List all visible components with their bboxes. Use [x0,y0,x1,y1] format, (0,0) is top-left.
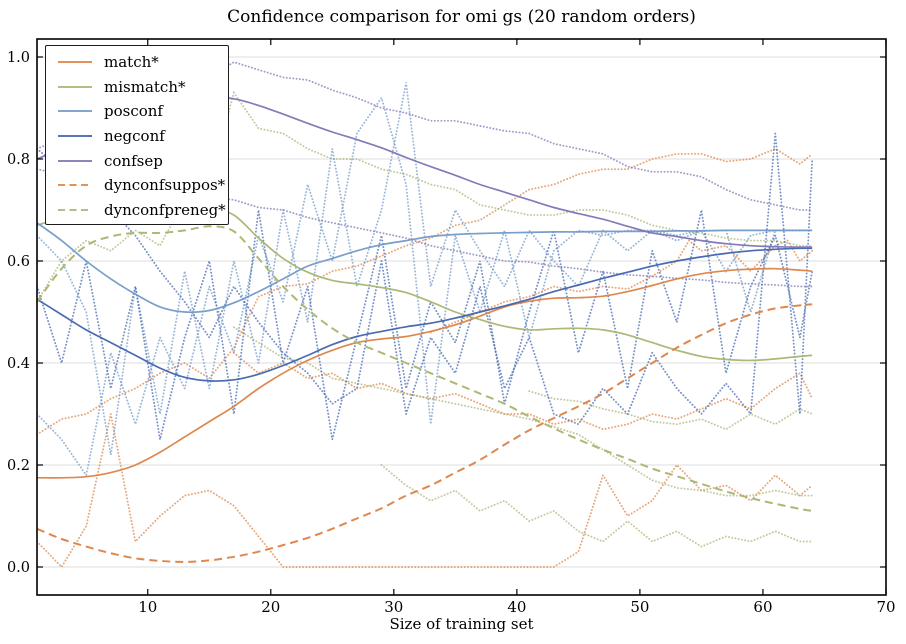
x-tick-label-20: 20 [261,598,280,616]
series-match-run-midlow [232,351,814,431]
legend-label-mismatch: mismatch* [104,77,186,96]
y-tick-label-0.2: 0.2 [7,458,30,474]
x-tick-label-70: 70 [876,598,895,616]
y-tick-label-0.4: 0.4 [7,356,30,372]
y-tick-label-0.6: 0.6 [7,254,30,270]
legend-label-negconf: negconf [104,127,165,146]
series-mismatch-run-mid [232,326,814,497]
legend-item-mismatch: mismatch* [46,75,228,100]
series-match [37,267,813,479]
x-tick-label-10: 10 [138,598,157,616]
x-tick-label-40: 40 [507,598,526,616]
legend-item-dynconfpreneg: dynconfpreneg* [46,198,228,223]
legend-swatch-match [58,61,92,64]
x-axis-label: Size of training set [389,615,534,633]
legend-swatch-dynconfpreneg [58,208,92,211]
series-match-run-high [37,147,814,436]
series-dynconfsuppos [37,303,813,563]
plot-border [36,38,887,596]
x-tick-label-50: 50 [630,598,649,616]
legend-item-dynconfsuppos: dynconfsuppos* [46,173,228,198]
series-group [37,61,814,569]
y-tick-label-0.0: 0.0 [7,560,30,576]
legend-item-negconf: negconf [46,124,228,149]
series-match-run-mid [429,239,814,334]
y-tick-label-0.8: 0.8 [7,152,30,168]
legend: match* mismatch* posconf negconf confsep dync… [45,45,229,225]
series-posconf [37,222,813,314]
legend-label-dynconfsuppos: dynconfsuppos* [104,176,226,195]
x-tick-label-30: 30 [384,598,403,616]
series-dynconfpreneg [37,225,813,512]
series-negconf [37,247,813,382]
axis-ticks: 10 20 30 40 50 60 70 0.0 0.2 0.4 0.6 0.8 1.0 [7,39,896,616]
legend-swatch-dynconfsuppos [58,184,92,187]
series-mismatch-run-low [380,464,814,548]
series-confsep-run-low [37,168,814,288]
legend-swatch-mismatch [58,85,92,88]
legend-swatch-negconf [58,135,92,137]
x-tick-label-60: 60 [753,598,772,616]
series-match-run-low [37,413,814,569]
series-mismatch-run-mid2 [528,390,814,431]
legend-label-posconf: posconf [104,102,163,121]
series-posconf-run-2 [37,82,814,455]
legend-item-match: match* [46,50,228,75]
legend-label-dynconfpreneg: dynconfpreneg* [104,200,226,219]
legend-item-confsep: confsep [46,148,228,173]
legend-swatch-posconf [58,110,92,113]
legend-label-match: match* [104,53,159,72]
series-posconf-run-1 [37,95,814,478]
chart-title: Confidence comparison for omi gs (20 ran… [227,7,696,27]
legend-swatch-confsep [58,159,92,162]
legend-item-posconf: posconf [46,99,228,124]
y-tick-label-1.0: 1.0 [7,50,30,66]
series-negconf-run-1 [37,133,814,426]
legend-label-confsep: confsep [104,151,163,170]
